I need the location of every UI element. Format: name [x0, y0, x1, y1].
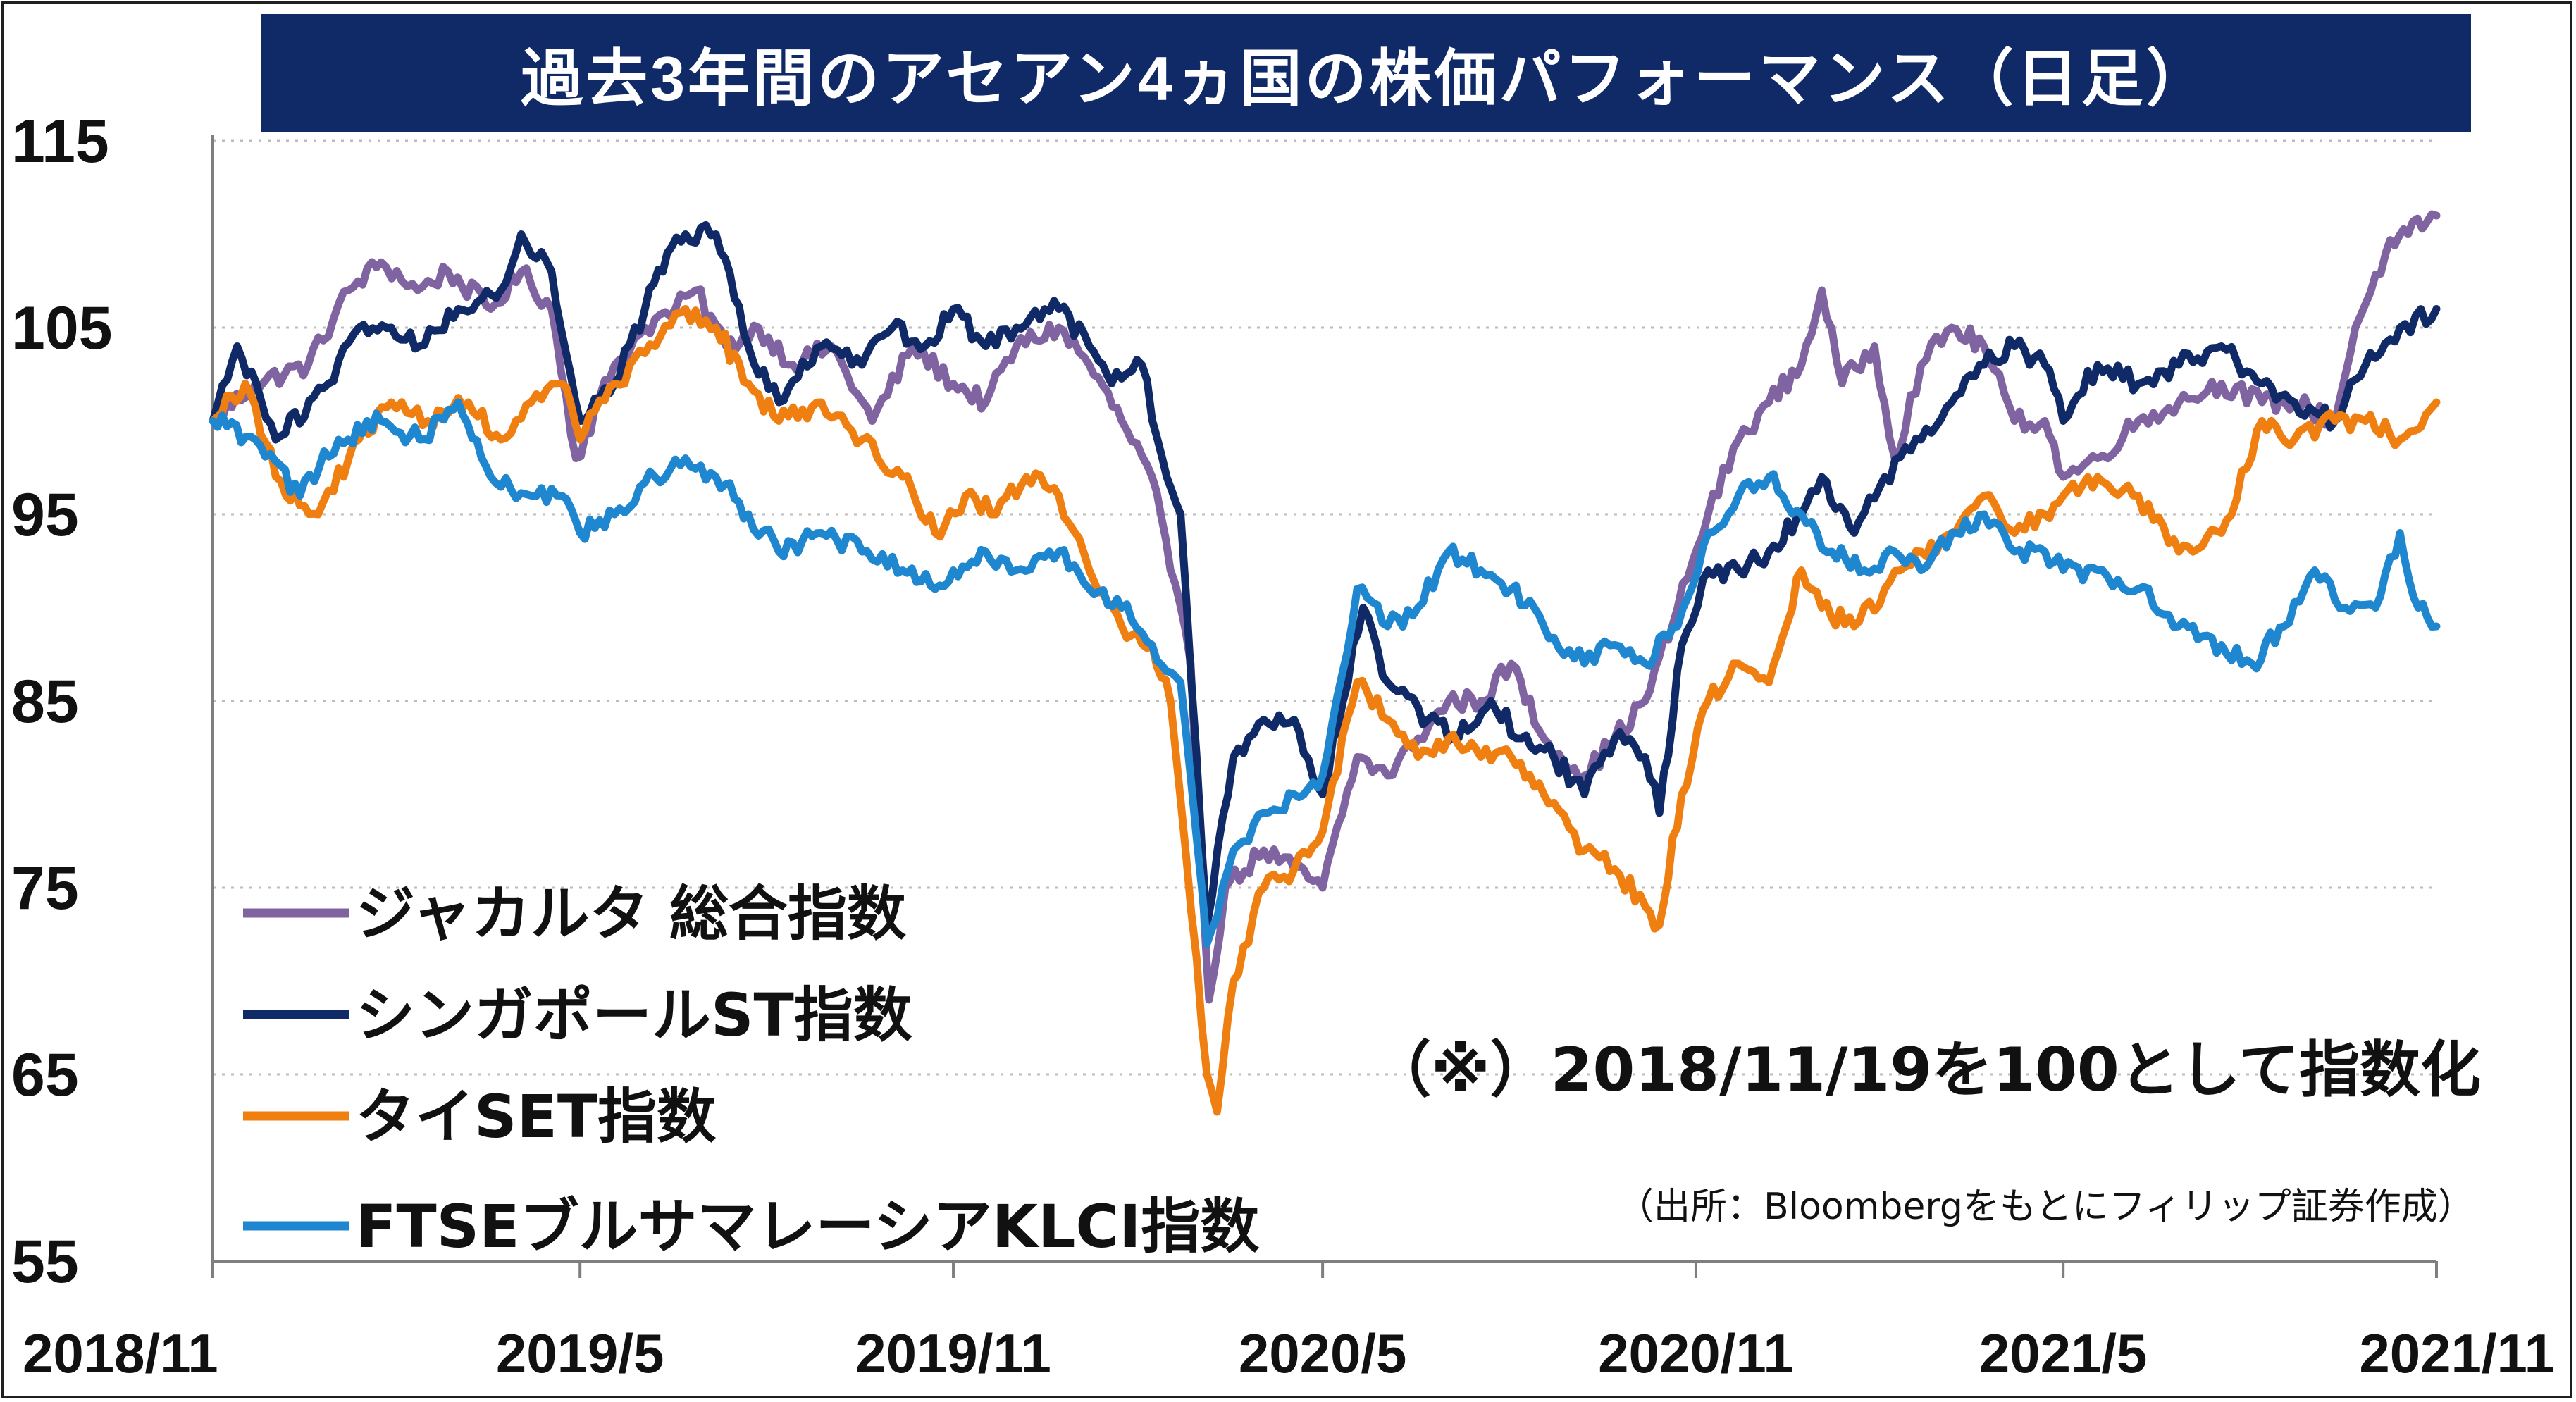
x-tick-label: 2018/11	[23, 1322, 218, 1384]
series-lines	[209, 210, 2441, 1116]
y-tick-label: 55	[11, 1228, 79, 1296]
y-tick-label: 75	[11, 855, 79, 922]
x-tick-label: 2021/5	[1979, 1322, 2148, 1384]
x-tick-label: 2019/5	[496, 1322, 664, 1384]
x-tick-label: 2020/11	[1598, 1322, 1794, 1384]
annotation-note: （※）2018/11/19を100として指数化	[1370, 1035, 2481, 1105]
legend-label-3: タイSET指数	[356, 1082, 716, 1151]
x-tick-label: 2019/11	[855, 1322, 1051, 1384]
y-tick-label: 115	[11, 108, 109, 175]
gridlines	[213, 139, 2436, 1076]
source-note: （出所：Bloombergをもとにフィリップ証券作成）	[1617, 1186, 2475, 1228]
legend-label-2: シンガポールST指数	[356, 981, 912, 1050]
x-tick-label: 2020/5	[1239, 1322, 1407, 1384]
y-tick-label: 85	[11, 668, 79, 736]
y-tick-label: 65	[11, 1041, 79, 1109]
series-line-4	[209, 398, 2441, 948]
y-tick-label: 95	[11, 481, 79, 549]
chart-title: 過去3年間のアセアン4ヵ国の株価パフォーマンス（日足）	[261, 14, 2471, 132]
series-line-1	[209, 210, 2441, 1004]
series-line-3	[209, 305, 2441, 1116]
axes: 55 65 75 85 95 105 115 2018/11 2019/5 2019/11 2020…	[11, 108, 2555, 1384]
legend-label-4: FTSEブルサマレーシアKLCI指数	[356, 1192, 1259, 1261]
legend-label-1: ジャカルタ 総合指数	[356, 879, 906, 948]
y-tick-label: 105	[11, 294, 113, 362]
x-tick-label: 2021/11	[2359, 1322, 2555, 1384]
